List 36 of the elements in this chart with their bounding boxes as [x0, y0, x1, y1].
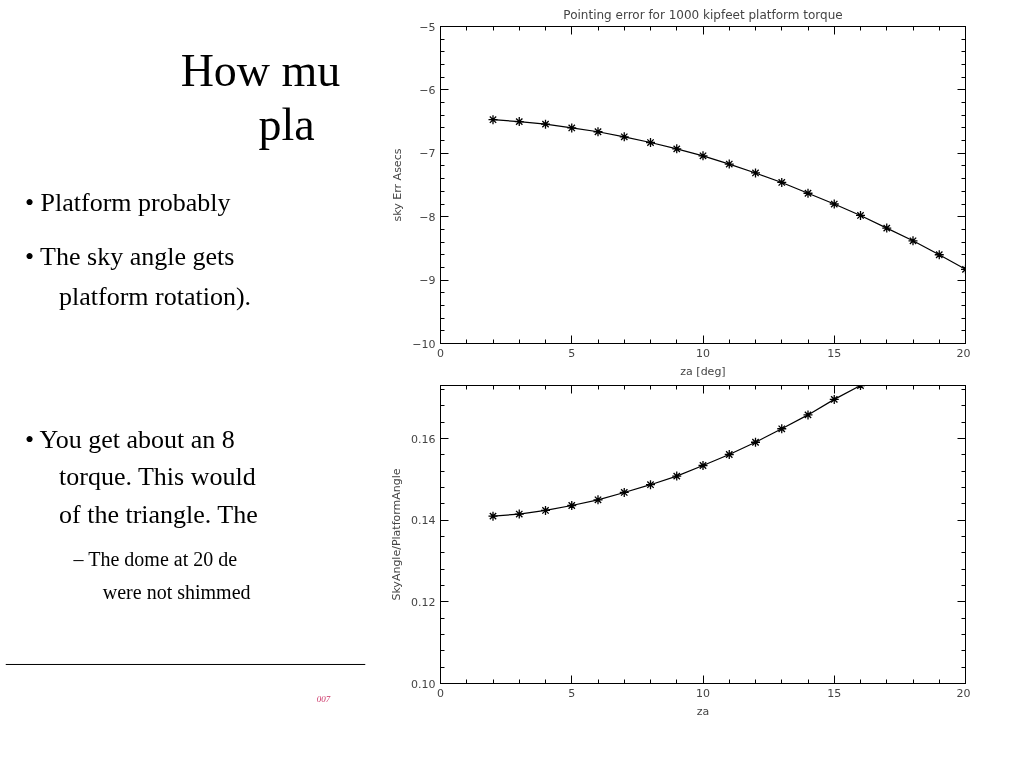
x-tick-label: 10	[696, 346, 710, 360]
x-tick-label: 5	[568, 346, 576, 360]
x-tick-label: 15	[827, 686, 842, 700]
y-tick-label: −7	[419, 147, 436, 161]
y-tick-label: −10	[412, 337, 436, 351]
x-tick-label: 10	[696, 686, 710, 700]
text: pla	[258, 99, 315, 151]
text: were not shimmed	[102, 580, 251, 603]
text: • The sky angle gets	[24, 242, 235, 272]
y-tick-label: 0.16	[411, 432, 436, 446]
y-tick-label: −8	[419, 210, 436, 224]
text: of the triangle. The	[59, 499, 258, 529]
chart-title: Pointing error for 1000 kipfeet platform torque	[563, 7, 843, 22]
y-tick-label: −9	[419, 274, 436, 288]
x-tick-label: 0	[437, 346, 444, 360]
x-tick-label: 20	[956, 686, 971, 700]
y-axis-title: SkyAngle/PlatformAngle	[390, 468, 404, 601]
text: How mu	[180, 44, 341, 96]
text: platform rotation).	[59, 281, 252, 311]
y-tick-label: 0.10	[411, 677, 436, 691]
x-axis-title: za	[696, 704, 710, 718]
text: 007	[316, 694, 331, 705]
x-tick-label: 0	[437, 686, 444, 700]
y-tick-label: 0.14	[411, 514, 436, 528]
x-tick-label: 5	[568, 686, 576, 700]
text: • Platform probably	[24, 188, 231, 217]
y-axis-title: sky Err Asecs	[391, 148, 405, 222]
y-tick-label: −5	[419, 20, 436, 34]
x-tick-label: 15	[827, 346, 842, 360]
text: • You get about an 8	[24, 424, 235, 454]
x-axis-title: za [deg]	[680, 364, 726, 378]
x-tick-label: 20	[956, 346, 971, 360]
y-tick-label: 0.12	[411, 595, 436, 609]
text: torque. This would	[59, 462, 256, 492]
text: – The dome at 20 de	[72, 548, 238, 571]
y-tick-label: −6	[419, 83, 436, 97]
